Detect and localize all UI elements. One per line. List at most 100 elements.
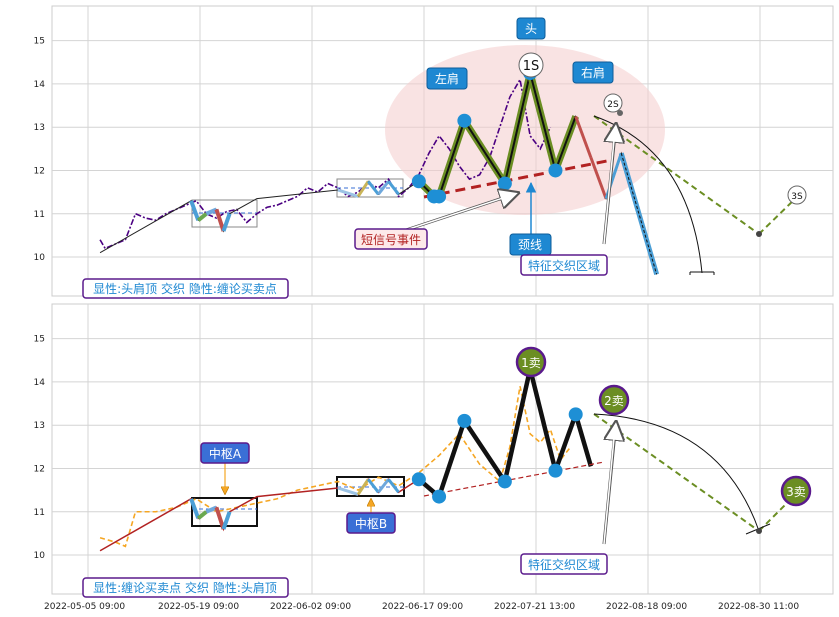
left-shoulder-badge: 左肩 bbox=[426, 67, 468, 90]
pivot-segment-b bbox=[356, 478, 370, 496]
top-price-line bbox=[99, 77, 552, 250]
arrow-short-signal-inner bbox=[405, 194, 513, 231]
y-tick-label: 14 bbox=[34, 378, 46, 388]
pivot-segment-b bbox=[387, 478, 400, 494]
pivot-segment bbox=[221, 511, 232, 530]
pivot-segment bbox=[221, 213, 232, 232]
y-tick-label: 12 bbox=[34, 166, 45, 176]
top-stroke-line bbox=[99, 72, 660, 276]
bottom-stroke-line bbox=[99, 368, 594, 552]
feature-zone-label-top: 特征交织区域 bbox=[528, 258, 600, 273]
tail-segment bbox=[589, 156, 608, 200]
marker-dot-bottom bbox=[756, 528, 762, 534]
hs-segment bbox=[436, 420, 467, 498]
right-shoulder-label: 右肩 bbox=[581, 65, 605, 80]
pivot-a-badge: 中枢A bbox=[200, 442, 250, 464]
sell2-label: 2卖 bbox=[604, 394, 624, 408]
neckline-label: 颈线 bbox=[518, 238, 542, 252]
hs-segment bbox=[502, 368, 533, 482]
y-tick-label: 10 bbox=[34, 253, 46, 263]
pivot-segment-b bbox=[367, 180, 380, 196]
y-tick-label: 15 bbox=[34, 335, 45, 345]
price-series-line bbox=[99, 77, 552, 250]
hs-segment bbox=[573, 413, 594, 467]
pivot-node bbox=[457, 113, 472, 128]
pivot-segment bbox=[214, 208, 226, 232]
s1-label: 1S bbox=[523, 59, 540, 74]
y-tick-label: 14 bbox=[34, 80, 46, 90]
pivot-segment bbox=[189, 498, 201, 519]
hs-segment-inner bbox=[463, 120, 506, 185]
hs-segment bbox=[553, 413, 578, 472]
arrow-feature-bottom-inner bbox=[603, 427, 616, 545]
pivot-segment bbox=[189, 200, 201, 221]
bottom-panel-frame bbox=[51, 303, 834, 595]
pivot-segment bbox=[196, 510, 208, 520]
pivot-node bbox=[568, 407, 583, 422]
pivot-node bbox=[432, 489, 447, 504]
neckline-badge: 颈线 bbox=[509, 233, 552, 256]
short-signal-label: 短信号事件 bbox=[361, 233, 421, 247]
tail-segment bbox=[574, 115, 593, 159]
hs-segment-inner bbox=[438, 120, 466, 197]
y-tick-label: 11 bbox=[34, 508, 45, 518]
s2-marker: 2S bbox=[603, 93, 623, 113]
right-shoulder-badge: 右肩 bbox=[572, 61, 614, 84]
pivot-segment-b bbox=[377, 180, 390, 196]
pivot-node bbox=[432, 189, 447, 204]
hs-segment bbox=[462, 419, 507, 483]
sell3-label: 3卖 bbox=[786, 485, 806, 499]
feature-zone-badge-bottom: 特征交织区域 bbox=[520, 553, 608, 575]
bottom-grid bbox=[52, 304, 833, 594]
pivot-segment bbox=[214, 506, 226, 530]
x-tick-label: 2022-06-02 09:00 bbox=[270, 602, 351, 612]
feature-zone-badge-top: 特征交织区域 bbox=[520, 254, 608, 276]
pivot-segment-b bbox=[387, 180, 400, 196]
fall-bracket-top bbox=[689, 271, 715, 275]
sell1-label: 1卖 bbox=[521, 356, 541, 370]
y-tick-label: 11 bbox=[34, 210, 45, 220]
pivot-node bbox=[548, 463, 563, 478]
pivot-node bbox=[457, 413, 472, 428]
short-signal-badge: 短信号事件 bbox=[354, 228, 428, 250]
hs-segment-inner bbox=[529, 72, 557, 171]
bottom-caption-label: 显性:缠论买卖点 交织 隐性:头肩顶 bbox=[93, 580, 277, 595]
pivot-segment-b bbox=[337, 486, 359, 496]
bottom-caption-badge: 显性:缠论买卖点 交织 隐性:头肩顶 bbox=[82, 577, 289, 598]
arrow-feature-top-inner bbox=[603, 129, 616, 245]
pivot-node bbox=[497, 176, 512, 191]
sell1-marker: 1卖 bbox=[515, 346, 547, 378]
fall-arc-bottom bbox=[593, 413, 760, 532]
top-caption-label: 显性:头肩顶 交织 隐性:缠论买卖点 bbox=[93, 281, 277, 296]
pivot-segment bbox=[196, 212, 208, 222]
tail-segment-dash bbox=[620, 153, 658, 275]
pivot-node bbox=[497, 474, 512, 489]
pivot-b-label: 中枢B bbox=[355, 516, 387, 531]
pivot-node bbox=[411, 174, 426, 189]
top-caption-badge: 显性:头肩顶 交织 隐性:缠论买卖点 bbox=[82, 278, 289, 299]
x-tick-label: 2022-08-18 09:00 bbox=[606, 602, 687, 612]
sell3-marker: 3卖 bbox=[780, 475, 812, 507]
pivot-segment-b bbox=[367, 478, 380, 494]
hs-segment-inner bbox=[554, 116, 577, 171]
pivot-node bbox=[411, 472, 426, 487]
pivot-segment-b bbox=[377, 478, 390, 494]
y-tick-label: 15 bbox=[34, 37, 45, 47]
pivot-segment-b bbox=[337, 188, 359, 198]
head-badge: 头 bbox=[516, 17, 546, 40]
x-tick-label: 2022-06-17 09:00 bbox=[382, 602, 463, 612]
s2-label: 2S bbox=[607, 100, 619, 110]
head-label: 头 bbox=[525, 22, 537, 36]
x-tick-label: 2022-05-19 09:00 bbox=[158, 602, 239, 612]
feature-zone-label-bottom: 特征交织区域 bbox=[528, 557, 600, 572]
pivot-a-label: 中枢A bbox=[209, 446, 242, 461]
x-tick-label: 2022-05-05 09:00 bbox=[44, 602, 125, 612]
marker-dot-top bbox=[756, 231, 762, 237]
marker-dot-top-2 bbox=[617, 110, 623, 116]
pivot-node bbox=[548, 163, 563, 178]
neckline-bottom bbox=[423, 461, 605, 497]
x-tick-label: 2022-08-30 11:00 bbox=[718, 602, 799, 612]
s3-label: 3S bbox=[791, 192, 803, 202]
s1-marker: 1S bbox=[518, 52, 544, 78]
